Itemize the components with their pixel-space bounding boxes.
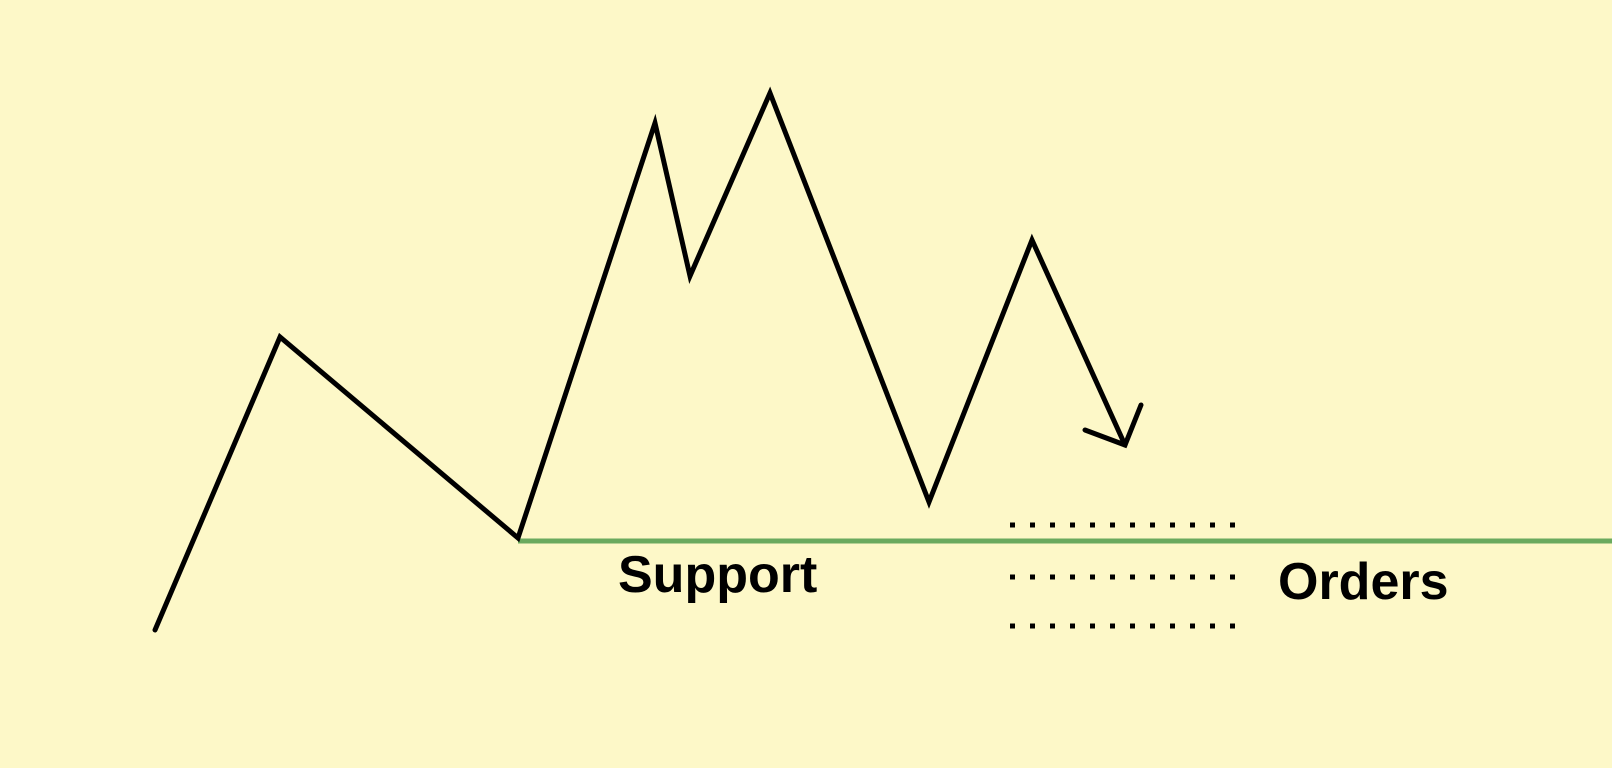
order-dots bbox=[1010, 522, 1250, 629]
orders-label: Orders bbox=[1278, 553, 1449, 611]
price-path bbox=[152, 86, 1128, 633]
support-label: Support bbox=[618, 546, 818, 604]
arrowhead-icon bbox=[1082, 402, 1144, 449]
